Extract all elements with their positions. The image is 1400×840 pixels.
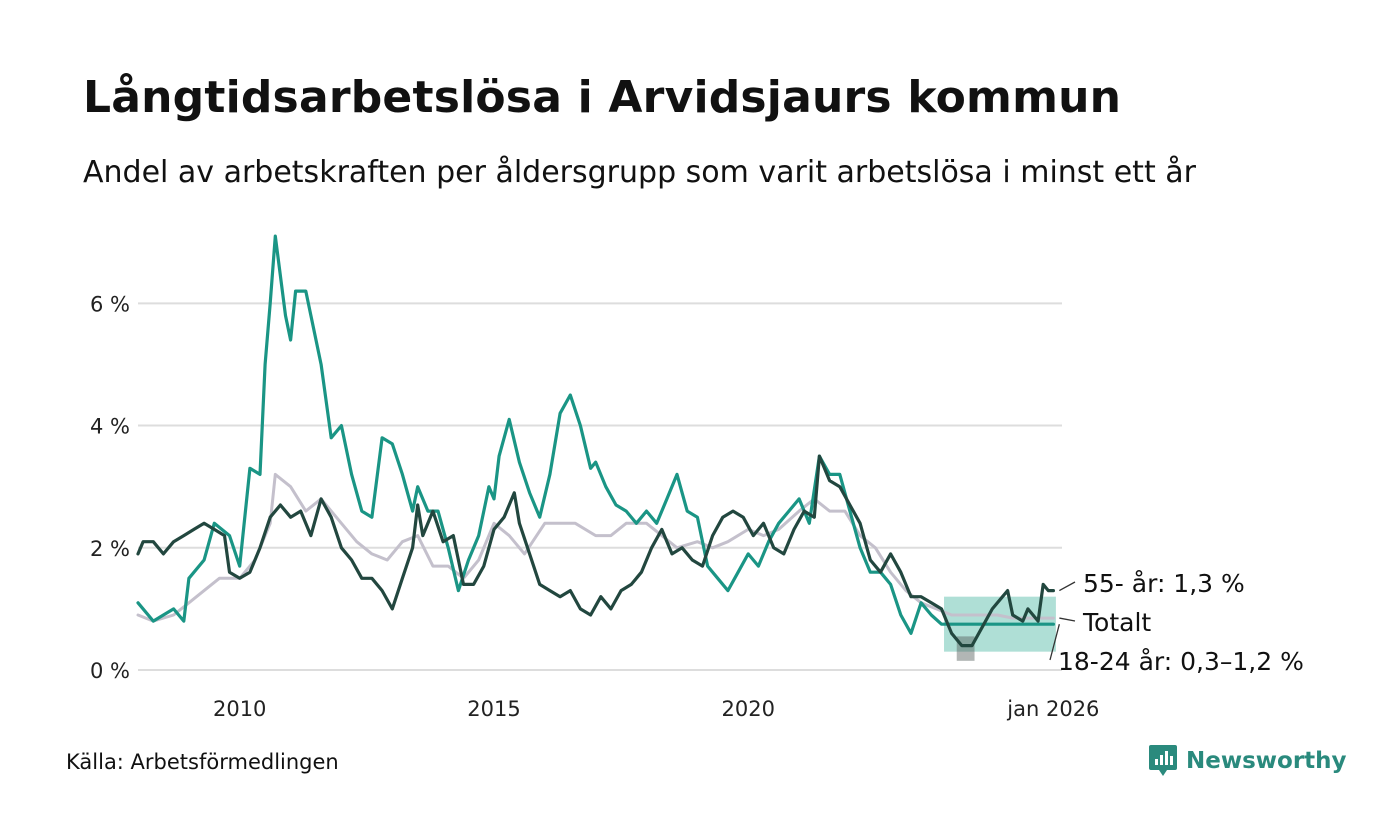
series-line-age_55_plus xyxy=(136,454,1055,648)
brand-logo: Newsworthy xyxy=(1148,744,1347,778)
gridlines xyxy=(138,302,1062,671)
leader-line-age_18_24 xyxy=(1049,624,1060,661)
x-tick-label-2026: jan 2026 xyxy=(1006,697,1099,721)
y-axis-ticks: 0 % 2 % 4 % 6 % xyxy=(90,292,130,683)
end-label-age_18_24: 18-24 år: 0,3–1,2 % xyxy=(1058,647,1304,676)
brand-name: Newsworthy xyxy=(1186,748,1347,774)
x-tick-label-2010: 2010 xyxy=(213,697,266,721)
end-label-total: Totalt xyxy=(1082,608,1151,637)
source-note: Källa: Arbetsförmedlingen xyxy=(66,750,339,774)
end-labels: 55- år: 1,3 % Totalt 18-24 år: 0,3–1,2 % xyxy=(1049,569,1304,676)
x-axis-ticks: 2010 2015 2020 jan 2026 xyxy=(213,697,1099,721)
y-tick-label-6: 6 % xyxy=(90,292,130,316)
y-tick-label-0: 0 % xyxy=(90,659,130,683)
newsworthy-logo-icon xyxy=(1149,745,1177,776)
y-tick-label-2: 2 % xyxy=(90,537,130,561)
x-tick-label-2015: 2015 xyxy=(467,697,520,721)
band-55-plus xyxy=(956,636,975,661)
leader-line-age_55_plus xyxy=(1059,581,1076,592)
end-label-age_55_plus: 55- år: 1,3 % xyxy=(1083,569,1245,598)
leader-line-total xyxy=(1059,617,1076,622)
x-tick-label-2020: 2020 xyxy=(722,697,775,721)
series-line-age_18_24 xyxy=(136,234,1055,635)
y-tick-label-4: 4 % xyxy=(90,415,130,439)
chart-subtitle: Andel av arbetskraften per åldersgrupp s… xyxy=(83,155,1196,190)
series-lines xyxy=(136,234,1055,648)
chart-title: Långtidsarbetslösa i Arvidsjaurs kommun xyxy=(83,72,1122,123)
